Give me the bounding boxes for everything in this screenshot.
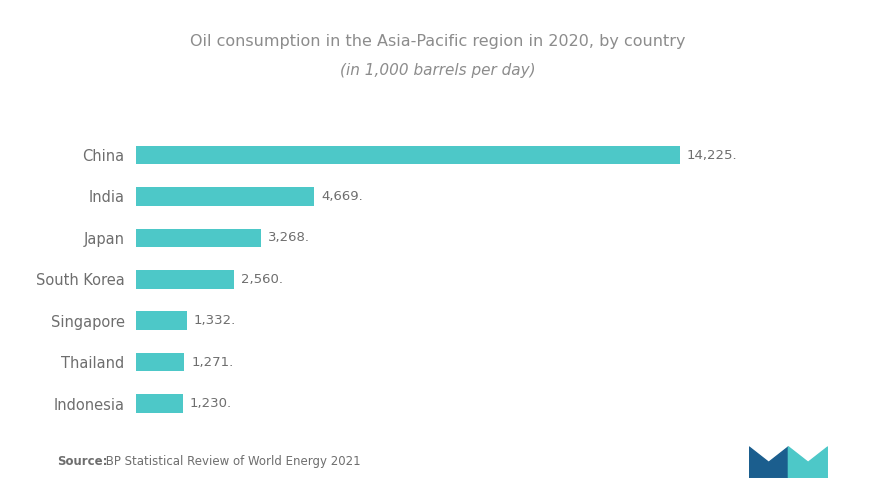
Bar: [136, 353, 184, 371]
Text: BP Statistical Review of World Energy 2021: BP Statistical Review of World Energy 20…: [102, 455, 361, 467]
Text: 1,271.: 1,271.: [191, 356, 234, 368]
Text: 2,560.: 2,560.: [241, 273, 283, 286]
Bar: [136, 311, 187, 330]
Text: 14,225.: 14,225.: [687, 148, 737, 162]
Bar: [136, 270, 234, 289]
Bar: [136, 146, 680, 164]
Polygon shape: [788, 447, 828, 478]
Text: 1,230.: 1,230.: [190, 397, 232, 410]
Text: Source:: Source:: [57, 455, 108, 467]
Bar: [136, 187, 314, 206]
Bar: [136, 394, 183, 413]
Bar: [136, 228, 261, 247]
Text: 1,332.: 1,332.: [194, 314, 236, 327]
Text: 4,669.: 4,669.: [321, 190, 363, 203]
Text: (in 1,000 barrels per day): (in 1,000 barrels per day): [340, 63, 536, 78]
Polygon shape: [749, 447, 788, 478]
Text: Oil consumption in the Asia-Pacific region in 2020, by country: Oil consumption in the Asia-Pacific regi…: [190, 34, 686, 49]
Text: 3,268.: 3,268.: [267, 231, 309, 245]
